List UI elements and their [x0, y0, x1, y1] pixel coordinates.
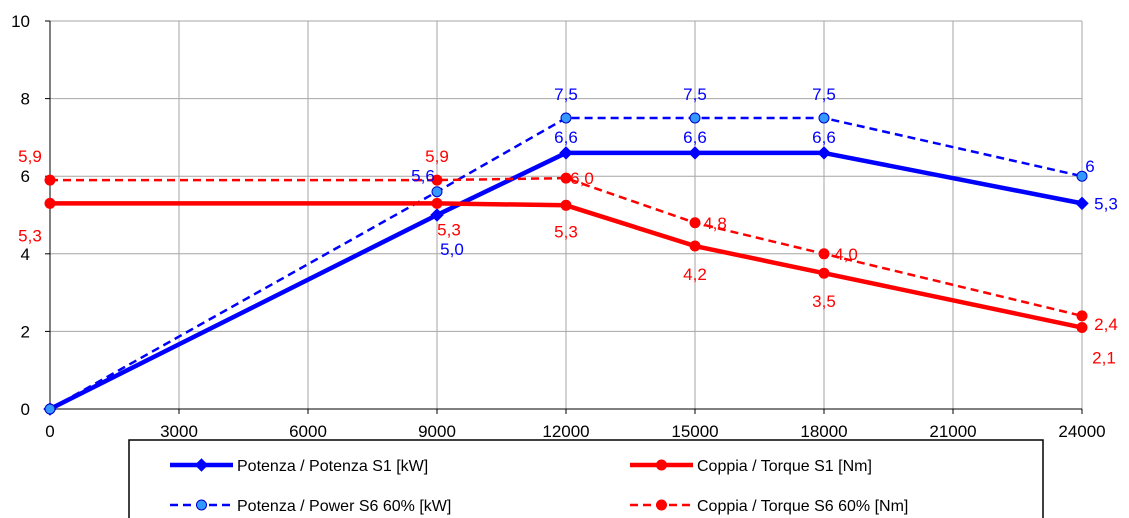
data-label: 5,9 [18, 147, 42, 166]
data-point [431, 197, 443, 209]
data-labels: 5,06,6 6,6 6,65,35,67,5 7,5 7,565,3 5,3 5,34,2… [18, 85, 1118, 368]
x-tick-label: 15000 [671, 422, 718, 441]
legend-entry-label: Potenza / Potenza S1 [kW] [237, 458, 428, 475]
x-tick-label: 18000 [800, 422, 847, 441]
data-label: 2,1 [1092, 349, 1116, 368]
x-tick-label: 24000 [1058, 422, 1105, 441]
data-label: 5,6 [411, 167, 435, 186]
data-label: 6,6 [554, 128, 578, 147]
y-tick-label: 6 [21, 167, 30, 186]
data-label: 5,0 [440, 240, 464, 259]
legend-box [128, 439, 1044, 518]
data-point [431, 174, 443, 186]
data-label: 6,6 [812, 128, 836, 147]
data-point [818, 248, 830, 260]
data-label: 5,3 [554, 222, 578, 241]
legend-swatch-marker [196, 499, 207, 511]
y-tick-label: 2 [21, 322, 30, 341]
y-tick-label: 8 [21, 90, 30, 109]
data-point [44, 174, 56, 186]
legend-entry-label: Potenza / Power S6 60% [kW] [237, 498, 451, 515]
data-label: 4,0 [834, 245, 858, 264]
series-line-1 [48, 150, 1083, 412]
x-tick-label: 6000 [289, 422, 327, 441]
legend-entry-label: Coppia / Torque S1 [Nm] [697, 458, 872, 475]
x-tick-label: 12000 [542, 422, 589, 441]
data-point [1076, 310, 1088, 322]
data-label: 6,6 [683, 128, 707, 147]
data-point [1076, 322, 1088, 334]
data-label: 7,5 [812, 85, 836, 104]
data-point [1076, 170, 1088, 182]
legend-swatch-marker [656, 459, 667, 471]
x-tick-label: 9000 [418, 422, 456, 441]
data-label: 2,4 [1094, 315, 1118, 334]
data-label: 5,3 [437, 220, 461, 239]
data-label: 7,5 [683, 85, 707, 104]
data-label: 6,0 [570, 169, 594, 188]
x-tick-label: 0 [45, 422, 54, 441]
series-line-2 [49, 116, 1083, 411]
data-label: 5,3 [18, 226, 42, 245]
legend-entry-label: Coppia / Torque S6 60% [Nm] [697, 498, 908, 515]
data-point [430, 208, 444, 222]
data-point [560, 172, 572, 184]
data-point [817, 146, 831, 160]
y-tick-label: 10 [11, 12, 30, 31]
y-tick-label: 4 [21, 245, 30, 264]
data-point [44, 403, 56, 415]
data-point [818, 267, 830, 279]
data-point [688, 146, 702, 160]
legend-swatch-marker [656, 499, 667, 511]
data-point [818, 112, 830, 124]
data-point [560, 199, 572, 211]
axes: 0 3000 6000 9000 12000 15000 18000 21000 24000 0 2… [11, 12, 1106, 441]
x-tick-label: 3000 [160, 422, 198, 441]
data-label: 5,9 [425, 147, 449, 166]
data-point [431, 186, 443, 198]
data-point [689, 240, 701, 252]
x-tick-label: 21000 [929, 422, 976, 441]
data-point [560, 112, 572, 124]
y-tick-label: 0 [21, 400, 30, 419]
data-label: 4,8 [703, 214, 727, 233]
data-point [689, 112, 701, 124]
data-label: 5,3 [1094, 194, 1118, 213]
legend: Potenza / Potenza S1 [kW] Coppia / Torque… [128, 439, 1044, 518]
data-label: 7,5 [554, 85, 578, 104]
data-point [559, 146, 573, 160]
data-label: 4,2 [683, 265, 707, 284]
grid [50, 20, 1083, 409]
data-label: 3,5 [812, 292, 836, 311]
data-point [1075, 196, 1089, 211]
series-lines [43, 112, 1089, 416]
series-line-3 [50, 201, 1083, 330]
data-point [689, 217, 701, 229]
data-point [44, 197, 56, 209]
legend-swatch-marker [194, 458, 209, 472]
data-label: 6 [1085, 157, 1094, 176]
